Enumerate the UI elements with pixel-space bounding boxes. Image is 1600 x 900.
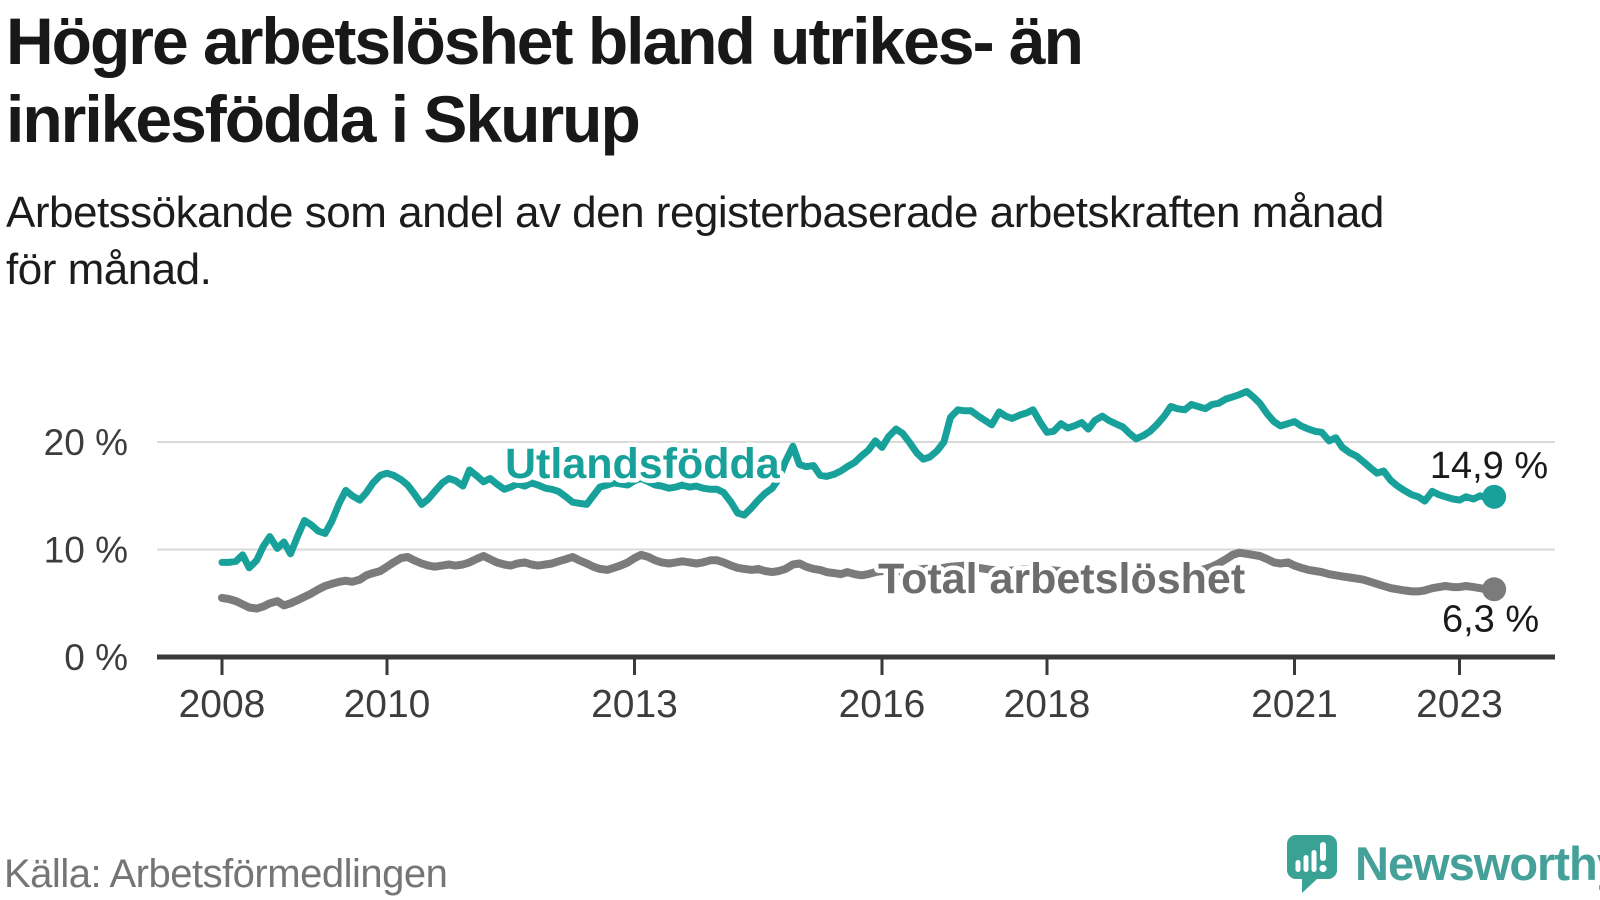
page-subtitle-line-2: för månad. xyxy=(6,245,212,294)
series-line-utlandsfodda xyxy=(218,388,1498,572)
x-tick-label: 2023 xyxy=(1416,683,1503,726)
series-end-dot-total xyxy=(1482,577,1507,602)
newsworthy-logo[interactable]: Newsworthy xyxy=(1286,834,1600,894)
end-value-annotation-utlandsfodda: 14,9 % xyxy=(1430,445,1548,487)
page-subtitle: Arbetssökande som andel av den registerb… xyxy=(6,184,1384,298)
newsworthy-logo-icon xyxy=(1287,835,1337,893)
series-label-total: Total arbetslöshet xyxy=(878,555,1245,603)
y-tick-label: 20 % xyxy=(44,422,128,463)
y-tick-label: 0 % xyxy=(64,637,128,678)
page-subtitle-line-1: Arbetssökande som andel av den registerb… xyxy=(6,188,1384,237)
x-tick-label: 2013 xyxy=(591,683,678,726)
newsworthy-wordmark: Newsworthy xyxy=(1355,837,1600,890)
page-title-line-2: inrikesfödda i Skurup xyxy=(6,82,641,156)
series-line-total xyxy=(218,548,1499,613)
page-title-line-1: Högre arbetslöshet bland utrikes- än xyxy=(6,4,1084,78)
x-tick-label: 2010 xyxy=(344,683,431,726)
x-tick-label: 2021 xyxy=(1251,683,1338,726)
page-title: Högre arbetslöshet bland utrikes- än inr… xyxy=(6,2,1084,158)
series-end-dot-utlandsfodda xyxy=(1482,484,1507,509)
y-tick-label: 10 % xyxy=(44,530,128,571)
x-tick-label: 2008 xyxy=(179,683,266,726)
source-note: Källa: Arbetsförmedlingen xyxy=(4,852,448,896)
end-value-annotation-total: 6,3 % xyxy=(1442,598,1539,640)
series-label-utlandsfodda: Utlandsfödda xyxy=(505,440,781,488)
x-tick-label: 2016 xyxy=(839,683,926,726)
x-tick-label: 2018 xyxy=(1004,683,1091,726)
